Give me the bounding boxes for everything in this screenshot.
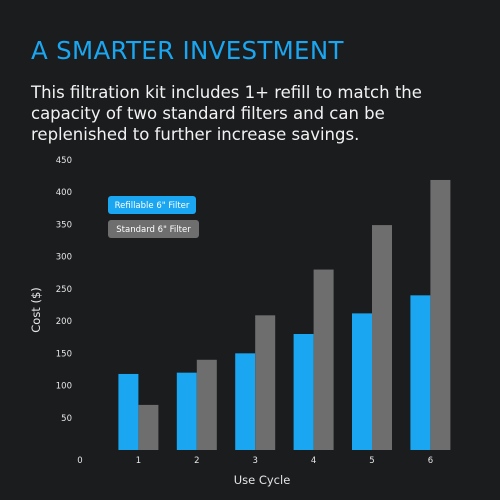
y-tick-label: 100 [56,382,72,392]
refillable-bar [235,353,256,450]
x-tick-label: 6 [428,456,433,466]
y-tick-label: 300 [56,253,72,263]
legend-swatch-refillable [108,196,196,214]
bar-series [118,179,451,450]
intro-paragraph: This filtration kit includes 1+ refill t… [31,83,422,144]
y-tick-label: 50 [61,414,72,424]
refillable-bar [293,334,314,450]
x-axis-ticks: 0 1 2 3 4 5 6 [77,456,433,466]
page-headline: A SMARTER INVESTMENT [31,36,344,65]
standard-bar [255,315,276,450]
legend-swatch-standard [108,220,199,238]
refillable-bar [410,295,431,450]
legend-label-standard: Standard 6" Filter [116,225,191,235]
x-tick-label: 4 [311,456,316,466]
y-tick-label: 350 [56,220,72,230]
y-tick-label: 250 [56,285,72,295]
y-tick-label: 200 [56,317,72,327]
x-tick-label: 3 [252,456,257,466]
y-axis-title: Cost ($) [29,287,43,333]
chart-legend: Refillable 6" Filter Standard 6" Filter [108,196,199,238]
x-tick-label: 2 [194,456,199,466]
refillable-bar [176,372,197,450]
standard-bar [372,225,392,450]
y-tick-label: 150 [56,349,72,359]
x-axis-title: Use Cycle [234,473,291,487]
standard-bar [196,359,217,450]
refillable-bar [118,373,139,450]
standard-bar [313,269,334,450]
y-tick-label: 450 [56,156,72,166]
standard-bar [138,404,159,450]
y-tick-label: 400 [56,188,72,198]
standard-bar [430,179,451,450]
x-tick-label: 0 [77,456,82,466]
x-tick-label: 5 [369,456,374,466]
x-tick-label: 1 [136,456,141,466]
y-axis-ticks: 50 100 150 200 250 300 350 400 450 [56,156,72,424]
legend-label-refillable: Refillable 6" Filter [115,201,190,211]
refillable-bar [352,313,372,450]
